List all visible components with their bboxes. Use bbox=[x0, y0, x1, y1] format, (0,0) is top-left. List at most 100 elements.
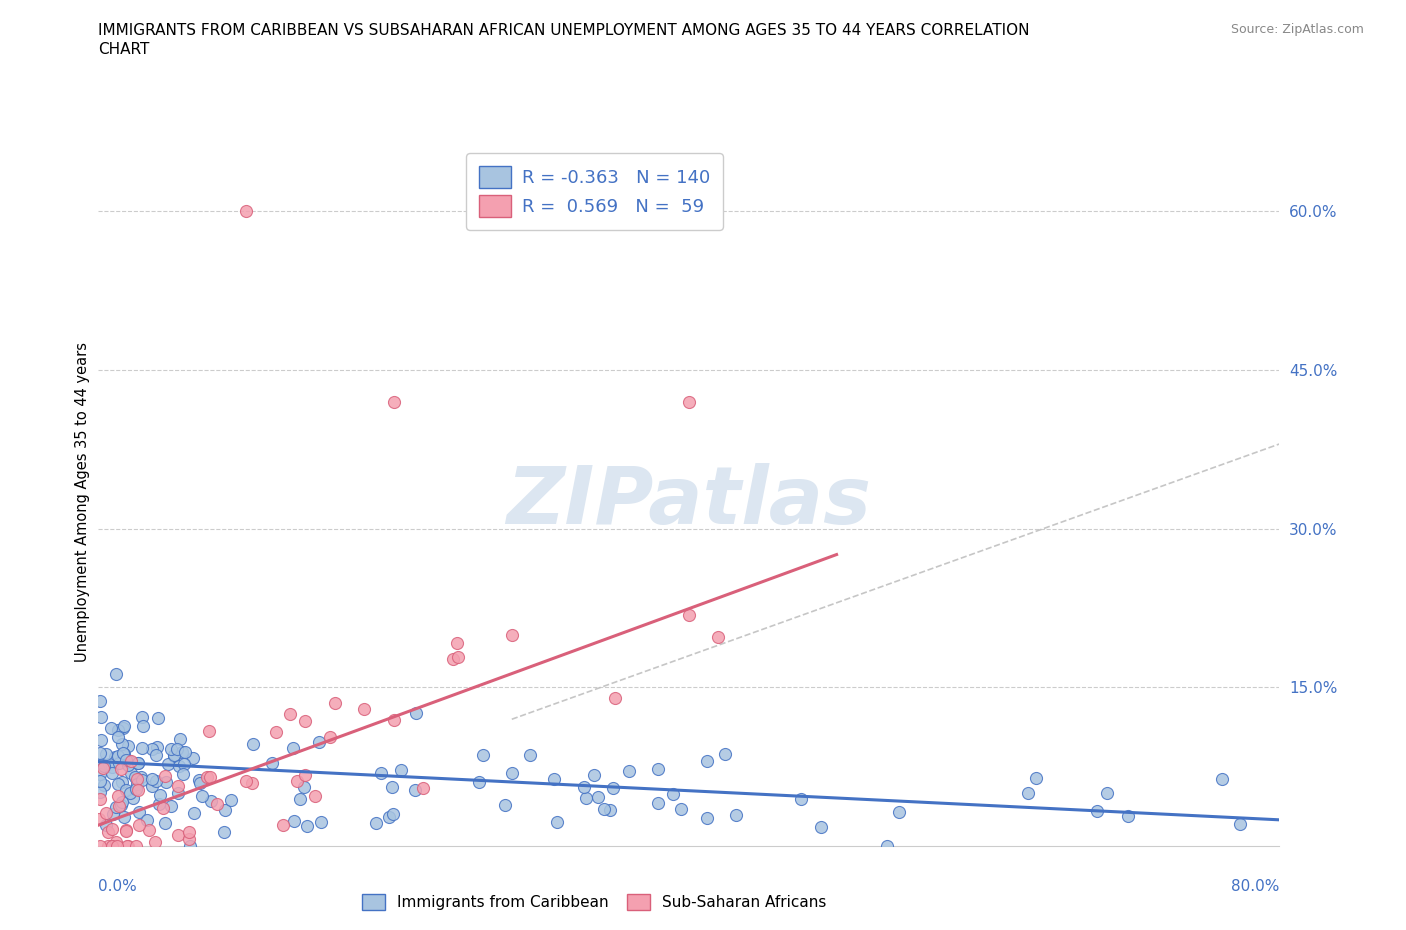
Point bbox=[294, 713, 316, 728]
Point bbox=[146, 739, 169, 754]
Point bbox=[273, 817, 295, 832]
Point bbox=[100, 821, 122, 836]
Point bbox=[195, 769, 218, 784]
Point bbox=[107, 749, 129, 764]
Point bbox=[647, 795, 669, 810]
Point bbox=[501, 765, 523, 780]
Point bbox=[127, 777, 149, 791]
Point bbox=[177, 831, 200, 846]
Point bbox=[146, 711, 169, 725]
Point bbox=[138, 823, 160, 838]
Point bbox=[382, 806, 405, 821]
Point bbox=[131, 709, 153, 724]
Point bbox=[128, 804, 150, 819]
Point bbox=[104, 800, 127, 815]
Point bbox=[198, 769, 221, 784]
Point bbox=[112, 719, 135, 734]
Point bbox=[290, 791, 312, 806]
Point bbox=[179, 839, 201, 854]
Point bbox=[319, 729, 342, 744]
Point bbox=[145, 774, 167, 789]
Point bbox=[647, 762, 669, 777]
Point bbox=[593, 802, 616, 817]
Point bbox=[118, 786, 141, 801]
Point bbox=[141, 771, 163, 786]
Point bbox=[572, 779, 595, 794]
Point bbox=[605, 691, 627, 706]
Point bbox=[104, 749, 127, 764]
Point bbox=[887, 804, 910, 819]
Point bbox=[494, 797, 516, 812]
Point bbox=[582, 767, 605, 782]
Point bbox=[166, 779, 188, 794]
Point bbox=[412, 780, 434, 795]
Point bbox=[308, 735, 330, 750]
Point bbox=[112, 721, 135, 736]
Point bbox=[602, 780, 624, 795]
Point bbox=[472, 748, 495, 763]
Point bbox=[546, 815, 568, 830]
Point bbox=[790, 791, 813, 806]
Point bbox=[173, 757, 195, 772]
Point bbox=[115, 839, 138, 854]
Point bbox=[93, 759, 115, 774]
Point bbox=[309, 815, 332, 830]
Point bbox=[129, 770, 152, 785]
Point bbox=[114, 752, 136, 767]
Point bbox=[205, 797, 228, 812]
Point bbox=[294, 768, 316, 783]
Point bbox=[219, 792, 242, 807]
Point bbox=[125, 839, 148, 854]
Point bbox=[155, 775, 177, 790]
Point bbox=[292, 779, 315, 794]
Point bbox=[163, 749, 186, 764]
Point bbox=[197, 724, 219, 738]
Point bbox=[143, 835, 166, 850]
Point bbox=[1097, 786, 1119, 801]
Point bbox=[1211, 771, 1233, 786]
Point bbox=[264, 724, 287, 739]
Point bbox=[110, 795, 132, 810]
Point bbox=[1085, 804, 1108, 818]
Point bbox=[124, 769, 146, 784]
Point bbox=[599, 802, 621, 817]
Point bbox=[115, 823, 138, 838]
Point bbox=[575, 790, 598, 805]
Point bbox=[89, 746, 111, 761]
Point bbox=[235, 774, 257, 789]
Point bbox=[118, 754, 141, 769]
Point bbox=[183, 805, 205, 820]
Point bbox=[191, 789, 214, 804]
Point bbox=[120, 765, 142, 780]
Point bbox=[1025, 771, 1047, 786]
Point bbox=[212, 825, 235, 840]
Point bbox=[121, 790, 143, 805]
Point bbox=[714, 747, 737, 762]
Point bbox=[107, 799, 129, 814]
Point bbox=[696, 810, 718, 825]
Point bbox=[94, 747, 117, 762]
Point bbox=[170, 745, 193, 760]
Text: ZIPatlas: ZIPatlas bbox=[506, 463, 872, 541]
Point bbox=[107, 730, 129, 745]
Point bbox=[107, 723, 129, 737]
Point bbox=[200, 793, 222, 808]
Point bbox=[166, 741, 188, 756]
Point bbox=[104, 666, 127, 681]
Point bbox=[110, 797, 132, 812]
Point bbox=[188, 773, 211, 788]
Point bbox=[127, 782, 149, 797]
Point bbox=[1116, 808, 1139, 823]
Text: Source: ZipAtlas.com: Source: ZipAtlas.com bbox=[1230, 23, 1364, 36]
Point bbox=[382, 394, 405, 409]
Point bbox=[101, 839, 124, 854]
Point bbox=[378, 810, 401, 825]
Point bbox=[89, 773, 111, 788]
Point bbox=[90, 710, 112, 724]
Point bbox=[707, 630, 730, 644]
Point bbox=[107, 789, 129, 804]
Point bbox=[183, 751, 205, 765]
Point bbox=[1017, 786, 1039, 801]
Point bbox=[111, 775, 134, 790]
Point bbox=[619, 764, 641, 779]
